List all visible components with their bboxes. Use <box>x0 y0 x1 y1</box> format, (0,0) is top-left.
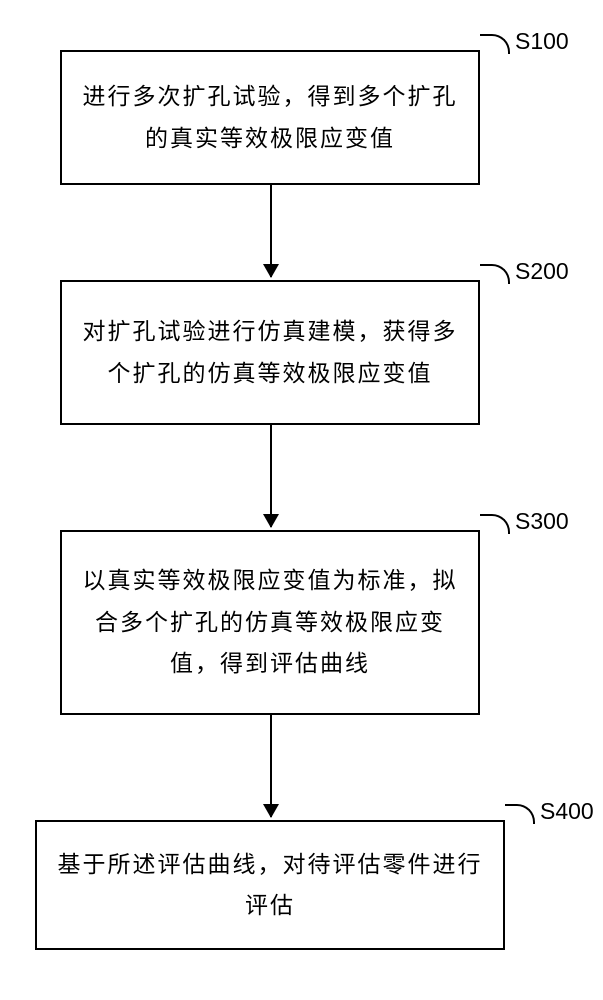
step-s100-box: 进行多次扩孔试验，得到多个扩孔的真实等效极限应变值 <box>60 50 480 185</box>
arrow-s300-s400 <box>270 715 272 817</box>
arrow-s100-s200 <box>270 185 272 277</box>
step-s300-text: 以真实等效极限应变值为标准，拟合多个扩孔的仿真等效极限应变值，得到评估曲线 <box>82 560 458 684</box>
flowchart-container: 进行多次扩孔试验，得到多个扩孔的真实等效极限应变值 S100 对扩孔试验进行仿真… <box>0 0 603 1000</box>
callout-s300 <box>480 514 510 534</box>
label-s200: S200 <box>515 258 569 285</box>
label-s400: S400 <box>540 798 594 825</box>
step-s100-text: 进行多次扩孔试验，得到多个扩孔的真实等效极限应变值 <box>82 76 458 159</box>
step-s400-text: 基于所述评估曲线，对待评估零件进行评估 <box>57 844 483 927</box>
callout-s400 <box>505 804 535 824</box>
callout-s100 <box>480 34 510 54</box>
arrow-s200-s300 <box>270 425 272 527</box>
label-s100: S100 <box>515 28 569 55</box>
step-s300-box: 以真实等效极限应变值为标准，拟合多个扩孔的仿真等效极限应变值，得到评估曲线 <box>60 530 480 715</box>
step-s200-text: 对扩孔试验进行仿真建模，获得多个扩孔的仿真等效极限应变值 <box>82 311 458 394</box>
step-s400-box: 基于所述评估曲线，对待评估零件进行评估 <box>35 820 505 950</box>
label-s300: S300 <box>515 508 569 535</box>
callout-s200 <box>480 264 510 284</box>
step-s200-box: 对扩孔试验进行仿真建模，获得多个扩孔的仿真等效极限应变值 <box>60 280 480 425</box>
